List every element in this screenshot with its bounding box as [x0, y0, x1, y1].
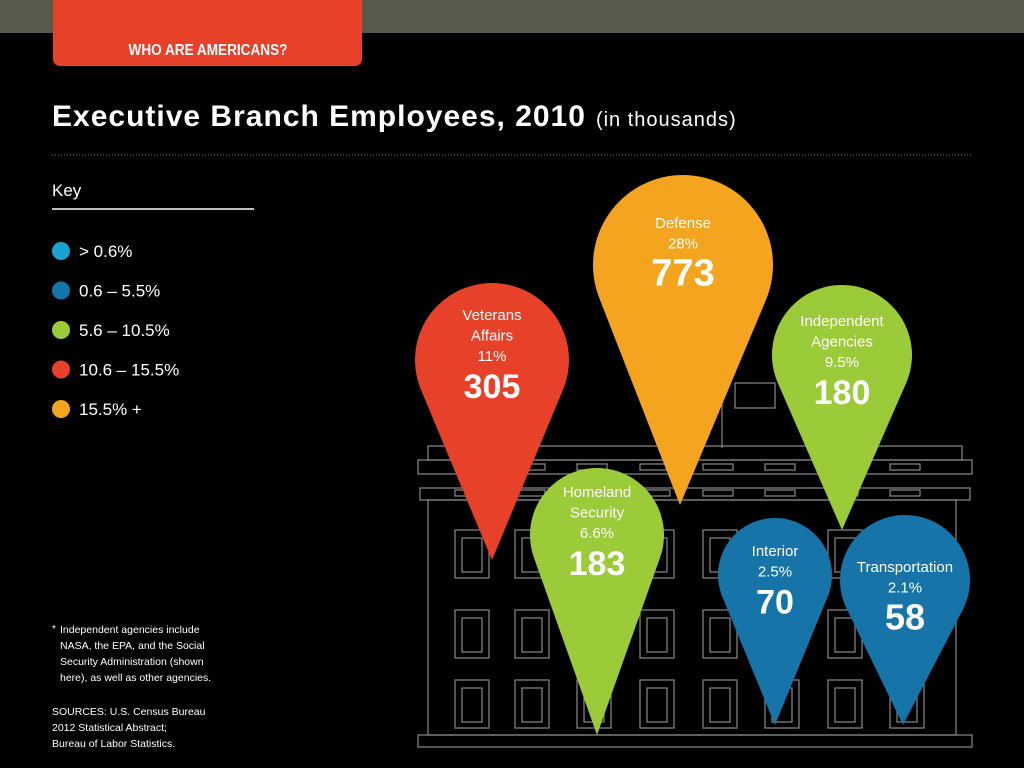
window-pane	[646, 687, 668, 723]
window	[639, 609, 675, 659]
window	[454, 529, 490, 579]
footnote-marker: *	[52, 624, 56, 635]
pin-value: 58	[885, 597, 925, 638]
pin	[593, 175, 773, 505]
window-pane	[709, 617, 731, 653]
pin-value: 183	[569, 545, 626, 583]
key-label: 0.6 – 5.5%	[79, 282, 160, 301]
footnote-line: Security Administration (shown	[60, 656, 204, 668]
pins: Defense 28%773 Veterans Affairs 11% 305 Indepe…	[415, 175, 971, 735]
window-pane	[461, 537, 483, 573]
window-pane	[461, 617, 483, 653]
window-pane	[834, 687, 856, 723]
header-text: WHO ARE AMERICANS?	[129, 42, 288, 59]
window	[827, 679, 863, 729]
pin	[415, 283, 569, 560]
cornice-block	[889, 463, 921, 471]
pin-label: Transportation	[857, 559, 953, 576]
pin-label: Interior	[752, 543, 799, 560]
cornice-block	[764, 463, 796, 471]
building	[417, 382, 973, 748]
source-line: 2012 Statistical Abstract;	[52, 722, 167, 734]
pin-label: Defense	[655, 215, 711, 232]
pin-value: 180	[814, 374, 871, 412]
title-unit: (in thousands)	[596, 109, 737, 131]
pin-label: Homeland	[563, 484, 631, 501]
pin	[530, 467, 664, 735]
window-pane	[461, 687, 483, 723]
key-label: 15.5% +	[79, 400, 142, 419]
window-pane	[521, 687, 543, 723]
pin-label: Agencies	[811, 334, 873, 351]
source-line: Bureau of Labor Statistics.	[52, 738, 175, 750]
window	[702, 679, 738, 729]
key-swatch	[52, 242, 70, 260]
pin-percent: 2.5%	[758, 564, 792, 581]
window	[702, 609, 738, 659]
window-pane	[646, 617, 668, 653]
footnote-line: Independent agencies include	[60, 624, 200, 636]
pin-percent: 9.5%	[825, 354, 859, 371]
pin-value: 773	[651, 253, 714, 295]
window	[639, 679, 675, 729]
pin	[840, 514, 971, 725]
footnote-line: NASA, the EPA, and the Social	[60, 640, 205, 652]
pin-value: 305	[464, 368, 521, 406]
window	[514, 609, 550, 659]
pin-label: Affairs	[471, 328, 513, 345]
header-tab	[53, 0, 362, 66]
key-label: > 0.6%	[79, 242, 132, 261]
window-pane	[834, 617, 856, 653]
pin-percent: 11%	[478, 348, 507, 365]
cornice-block	[764, 489, 796, 497]
key-label: 10.6 – 15.5%	[79, 361, 179, 380]
pin-label: Veterans	[462, 307, 521, 324]
pin-label: Security	[570, 505, 625, 522]
pin	[718, 518, 832, 725]
key-swatch	[52, 281, 70, 300]
cornice-block	[702, 463, 734, 471]
window-pane	[709, 687, 731, 723]
key-swatch	[52, 400, 70, 418]
pin-percent: 6.6%	[580, 525, 614, 542]
title-main: Executive Branch Employees, 2010	[52, 100, 586, 133]
footnote-line: here), as well as other agencies.	[60, 672, 211, 684]
window	[514, 679, 550, 729]
window	[454, 679, 490, 729]
pin-percent: 28%	[668, 236, 698, 253]
key-swatch	[52, 360, 70, 379]
cornice-block	[889, 489, 921, 497]
key-title: Key	[52, 181, 82, 200]
window-pane	[521, 617, 543, 653]
window	[454, 609, 490, 659]
pin	[772, 285, 912, 530]
pin-value: 70	[756, 584, 794, 622]
key-swatch	[52, 321, 70, 339]
pin-label: Independent	[800, 313, 884, 330]
key-label: 5.6 – 10.5%	[79, 321, 170, 340]
source-line: SOURCES: U.S. Census Bureau	[52, 706, 206, 718]
pin-percent: 2.1%	[888, 580, 922, 597]
cornice-block	[702, 489, 734, 497]
title: Executive Branch Employees, 2010 (in thou…	[52, 100, 737, 133]
